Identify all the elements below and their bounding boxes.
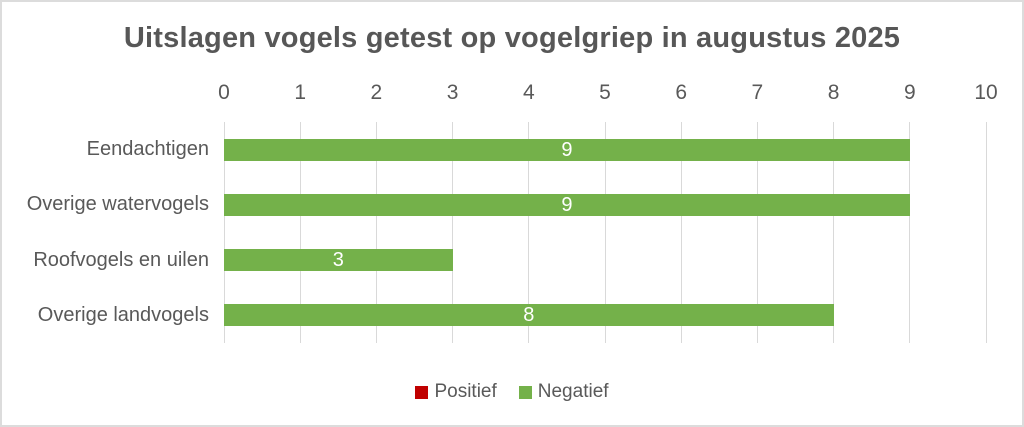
x-axis-tick-label: 10 [974, 81, 998, 104]
legend: Positief Negatief [2, 379, 1022, 405]
gridline [223, 122, 225, 343]
x-axis: 0 1 2 3 4 5 6 7 8 9 10 [218, 81, 998, 105]
x-axis-tick-label: 4 [522, 81, 535, 104]
gridline [299, 122, 301, 343]
y-axis-category-label: Roofvogels en uilen [33, 248, 209, 271]
bar-data-label: 9 [561, 193, 573, 216]
legend-item-positief: Positief [415, 381, 497, 403]
legend-item-negatief: Negatief [518, 381, 609, 403]
x-axis-tick-label: 0 [218, 81, 230, 104]
bar-data-label: 8 [523, 304, 535, 327]
gridline [680, 122, 682, 343]
y-axis-category-label: Overige watervogels [26, 193, 209, 216]
gridline [833, 122, 835, 343]
legend-label: Negatief [537, 381, 609, 402]
gridline [528, 122, 530, 343]
y-axis-category-label: Overige landvogels [37, 303, 209, 326]
gridline [756, 122, 758, 343]
y-axis: Eendachtigen Overige watervogels Roofvogel… [2, 122, 209, 343]
chart-title: Uitslagen vogels getest op vogelgriep in… [123, 22, 901, 54]
gridline [452, 122, 454, 343]
x-axis-tick-label: 7 [751, 81, 764, 104]
legend-swatch [415, 385, 429, 399]
bar-data-label: 3 [332, 249, 344, 272]
gridline [985, 122, 987, 343]
y-axis-category-label: Eendachtigen [86, 138, 209, 161]
bar-negatief: 3 [224, 249, 453, 272]
x-axis-tick-label: 6 [675, 81, 688, 104]
bar-data-label: 9 [561, 138, 573, 161]
bar-negatief: 8 [224, 304, 834, 327]
gridline [604, 122, 606, 343]
gridline [375, 122, 377, 343]
x-axis-tick-label: 3 [446, 81, 459, 104]
bar-negatief: 9 [224, 138, 910, 161]
plot-area: 9 9 3 8 [223, 122, 987, 343]
legend-label: Positief [434, 381, 497, 402]
x-axis-tick-label: 8 [827, 81, 840, 104]
bar-negatief: 9 [224, 193, 910, 216]
legend-swatch [518, 385, 532, 399]
x-axis-tick-label: 2 [370, 81, 383, 104]
gridline [909, 122, 911, 343]
x-axis-tick-label: 9 [903, 81, 916, 104]
x-axis-tick-label: 5 [599, 81, 611, 104]
x-axis-tick-label: 1 [294, 81, 307, 104]
